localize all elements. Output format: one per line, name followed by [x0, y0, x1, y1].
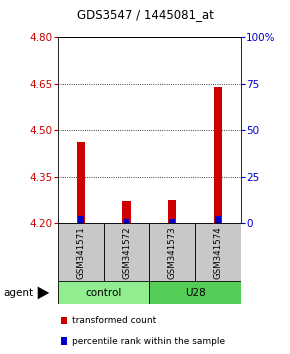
Text: control: control [86, 288, 122, 298]
Bar [124, 219, 129, 223]
Text: agent: agent [3, 288, 33, 298]
Text: U28: U28 [185, 288, 205, 298]
Text: GSM341573: GSM341573 [168, 226, 177, 279]
Bar [78, 216, 84, 223]
Bar [58, 281, 149, 304]
Bar [168, 200, 176, 223]
Bar [215, 216, 221, 223]
Text: GSM341571: GSM341571 [76, 226, 85, 279]
Bar [195, 223, 241, 281]
Bar [77, 143, 85, 223]
Bar [58, 223, 104, 281]
Bar [169, 219, 175, 223]
Text: percentile rank within the sample: percentile rank within the sample [72, 337, 225, 346]
Text: transformed count: transformed count [72, 316, 156, 325]
Bar [122, 201, 130, 223]
Bar [214, 87, 222, 223]
Text: GDS3547 / 1445081_at: GDS3547 / 1445081_at [77, 8, 213, 21]
Bar [149, 223, 195, 281]
Bar [149, 281, 241, 304]
Text: GSM341572: GSM341572 [122, 226, 131, 279]
Bar [104, 223, 149, 281]
Text: GSM341574: GSM341574 [213, 226, 222, 279]
